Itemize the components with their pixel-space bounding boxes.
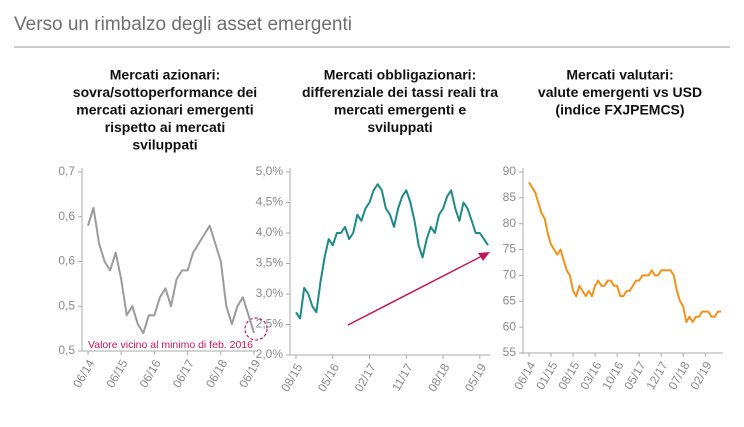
chart-title: sovra/sottoperformance dei — [73, 84, 257, 100]
y-tick-label: 2,0% — [256, 347, 284, 361]
chart-title: valute emergenti vs USD — [538, 84, 702, 100]
x-tick-label: 02/19 — [687, 359, 714, 392]
x-tick-label: 06/14 — [70, 357, 97, 390]
highlight-circle — [244, 317, 268, 341]
chart-title: mercati azionari emergenti — [76, 102, 253, 118]
annotation: Valore vicino al minimo di feb. 2016 — [88, 339, 253, 351]
chart-title: Mercati valutari: — [566, 67, 673, 83]
chart-title: sviluppati — [367, 119, 432, 135]
x-tick-label: 08/15 — [278, 361, 305, 394]
chart-title: (indice FXJPEMCS) — [555, 102, 684, 118]
x-tick-label: 08/15 — [555, 359, 582, 392]
x-tick-label: 01/15 — [533, 359, 560, 392]
data-line — [528, 181, 721, 323]
chart-title: rispetto ai mercati — [105, 119, 226, 135]
y-tick-label: 4,0% — [256, 225, 284, 239]
x-tick-label: 02/17 — [352, 361, 379, 394]
y-tick-label: 0,5 — [58, 343, 75, 357]
chart-title: Mercati azionari: — [110, 67, 220, 83]
x-tick-label: 08/18 — [425, 361, 452, 394]
y-tick-label: 90 — [503, 164, 517, 178]
y-tick-label: 80 — [503, 216, 517, 230]
trend-arrow — [347, 255, 483, 326]
data-line — [295, 183, 489, 320]
x-tick-label: 03/16 — [577, 359, 604, 392]
y-tick-label: 0,6 — [58, 209, 75, 223]
x-tick-label: 05/17 — [621, 359, 648, 392]
y-tick-label: 75 — [503, 242, 517, 256]
x-tick-label: 10/16 — [599, 359, 626, 392]
x-tick-label: 06/17 — [170, 357, 197, 390]
x-tick-label: 06/16 — [137, 357, 164, 390]
trend-arrowhead — [478, 252, 490, 261]
chart-title: mercati emergenti e — [334, 102, 466, 118]
page-title: Verso un rimbalzo degli asset emergenti — [14, 14, 352, 35]
chart-title: sviluppati — [132, 137, 197, 153]
x-tick-label: 06/19 — [236, 357, 263, 390]
x-tick-label: 05/16 — [315, 361, 342, 394]
x-tick-label: 11/17 — [389, 361, 416, 394]
y-tick-label: 0,6 — [58, 254, 75, 268]
chart-title: differenziale dei tassi reali tra — [302, 84, 498, 100]
y-tick-label: 4,5% — [256, 195, 284, 209]
x-tick-label: 12/17 — [643, 359, 670, 392]
y-tick-label: 60 — [503, 319, 517, 333]
y-tick-label: 3,5% — [256, 256, 284, 270]
x-tick-label: 05/19 — [462, 361, 489, 394]
y-tick-label: 0,5 — [58, 298, 75, 312]
chart-title: Mercati obbligazionari: — [324, 67, 476, 83]
x-tick-label: 07/18 — [665, 359, 692, 392]
x-tick-label: 06/15 — [103, 357, 130, 390]
y-tick-label: 5,0% — [256, 164, 284, 178]
y-tick-label: 55 — [503, 345, 517, 359]
y-tick-label: 3,0% — [256, 286, 284, 300]
y-tick-label: 65 — [503, 293, 517, 307]
x-tick-label: 06/18 — [203, 357, 230, 390]
y-tick-label: 0,7 — [58, 164, 75, 178]
x-tick-label: 06/14 — [511, 359, 538, 392]
y-tick-label: 2,5% — [256, 317, 284, 331]
data-line — [87, 206, 255, 335]
y-tick-label: 85 — [503, 190, 517, 204]
y-tick-label: 70 — [503, 268, 517, 282]
